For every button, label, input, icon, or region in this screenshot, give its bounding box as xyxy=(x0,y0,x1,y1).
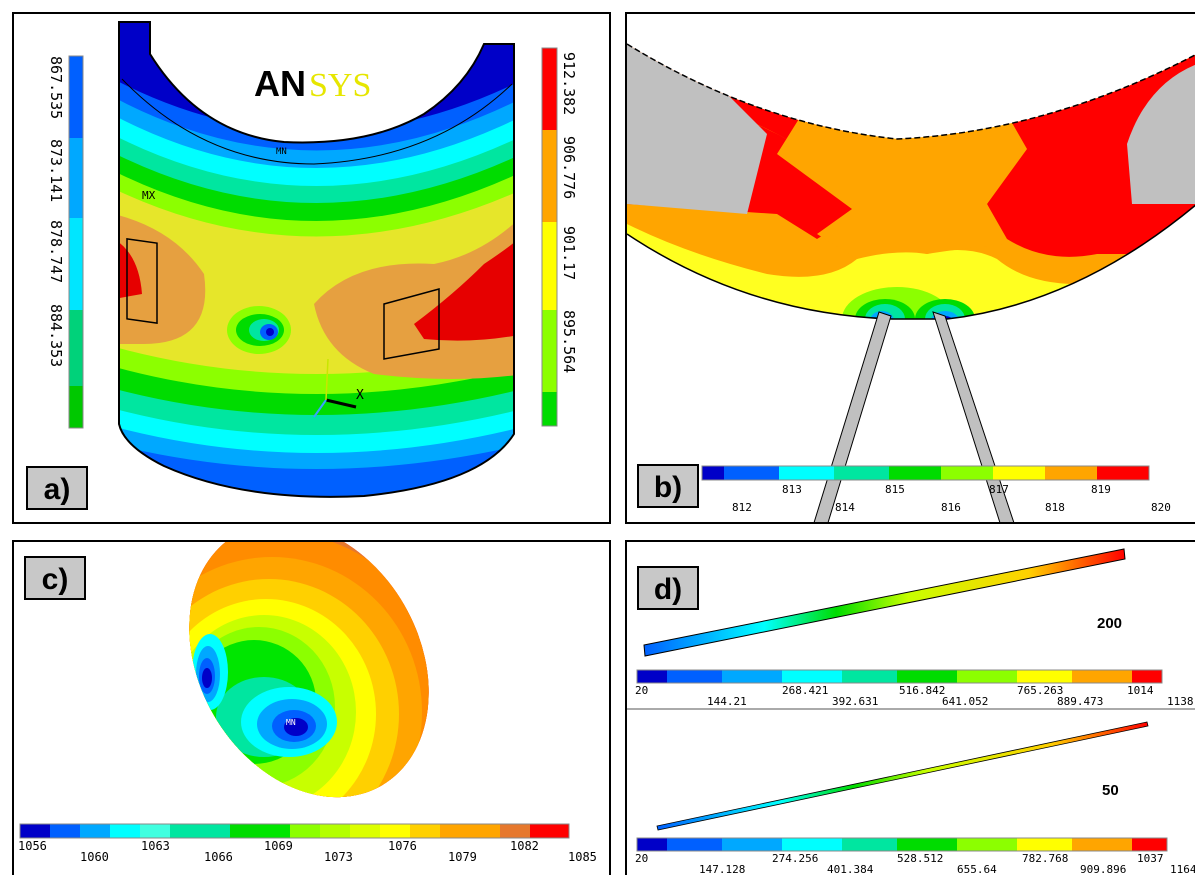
marker-mn: MN xyxy=(286,718,296,727)
upper-scale-label: 20 xyxy=(635,684,648,697)
panel-c-scale-label: 1060 xyxy=(80,850,109,864)
sensor-square-right xyxy=(383,288,440,360)
panel-c-label: c) xyxy=(24,556,86,600)
panel-d-drawing: 200 20 268.421 516.842 765.263 10 xyxy=(627,548,1195,875)
panel-b-scale-label: 820 xyxy=(1151,501,1171,514)
panel-d-label: d) xyxy=(637,566,699,610)
ansys-logo-black: AN xyxy=(254,63,306,104)
panel-a: AN SYS MX MN X 867.535 873.141 878.747 8… xyxy=(12,12,611,524)
upper-scale-label: 641.052 xyxy=(942,695,988,708)
lower-scale-label: 20 xyxy=(635,852,648,865)
panel-b: 813 815 817 819 812 814 816 818 820 b) xyxy=(625,12,1195,524)
panel-c-scale-label: 1079 xyxy=(448,850,477,864)
upper-color-bar xyxy=(636,669,1163,684)
lower-scale-label: 1037 xyxy=(1137,852,1164,865)
left-scale-label: 878.747 xyxy=(47,220,65,283)
panel-a-drawing: AN SYS MX MN X 867.535 873.141 878.747 8… xyxy=(47,21,578,498)
ansys-logo-yellow: SYS xyxy=(309,67,371,104)
upper-scale-label: 1138 xyxy=(1167,695,1194,708)
panel-c-scale-label: 1063 xyxy=(141,839,170,853)
lower-color-bar xyxy=(636,837,1168,852)
panel-c-scale-label: 1082 xyxy=(510,839,539,853)
panel-c-scale-label: 1085 xyxy=(568,850,597,864)
upper-scale-label: 268.421 xyxy=(782,684,828,697)
lower-scale-label: 655.64 xyxy=(957,863,997,875)
upper-case-title: 200 xyxy=(1097,615,1122,632)
panel-c-scale-label: 1056 xyxy=(18,839,47,853)
panel-a-label: a) xyxy=(26,466,88,510)
upper-scale-label: 392.631 xyxy=(832,695,878,708)
right-scale-label: 906.776 xyxy=(560,136,578,199)
sensor-square-left xyxy=(126,238,158,324)
right-scale-label: 901.17 xyxy=(560,226,578,280)
marker-mn: MN xyxy=(276,147,287,157)
lower-scale-label: 274.256 xyxy=(772,852,818,865)
lower-scale-label: 528.512 xyxy=(897,852,943,865)
lower-scale-label: 401.384 xyxy=(827,863,874,875)
panel-b-color-bar xyxy=(701,465,1150,481)
cylinder-contour xyxy=(119,22,514,497)
lower-scale-label: 147.128 xyxy=(699,863,745,875)
axis-x-label: X xyxy=(356,388,364,403)
panel-c-scale-label: 1069 xyxy=(264,839,293,853)
cylinder-outline xyxy=(118,21,515,498)
panel-b-scale-label: 813 xyxy=(782,483,802,496)
upper-scale-label: 765.263 xyxy=(1017,684,1063,697)
upper-scale-label: 144.21 xyxy=(707,695,747,708)
panel-c-scale-label: 1076 xyxy=(388,839,417,853)
coordinate-triad xyxy=(313,358,357,418)
marker-mx: MX xyxy=(142,189,156,202)
left-scale-label: 867.535 xyxy=(47,56,65,119)
panel-c: MN xyxy=(12,540,611,875)
upper-scale-label: 1014 xyxy=(1127,684,1154,697)
beam-upper xyxy=(643,548,1126,657)
left-color-bar xyxy=(68,55,84,429)
bowl-contour xyxy=(627,44,1195,319)
right-scale-label: 912.382 xyxy=(560,52,578,115)
support-legs xyxy=(813,311,1015,522)
upper-scale-label: 516.842 xyxy=(899,684,945,697)
panel-c-color-bar xyxy=(19,823,570,839)
panel-b-scale-label: 818 xyxy=(1045,501,1065,514)
panel-c-scale-label: 1066 xyxy=(204,850,233,864)
panel-c-scale-label: 1073 xyxy=(324,850,353,864)
right-scale-label: 895.564 xyxy=(560,310,578,373)
panel-b-scale-label: 817 xyxy=(989,483,1009,496)
lower-scale-label: 1164 xyxy=(1170,863,1195,875)
lower-scale-label: 909.896 xyxy=(1080,863,1126,875)
panel-b-scale-label: 816 xyxy=(941,501,961,514)
lower-scale-label: 782.768 xyxy=(1022,852,1068,865)
lower-case-title: 50 xyxy=(1102,782,1119,799)
panel-c-drawing: MN xyxy=(18,542,597,864)
left-scale-label: 873.141 xyxy=(47,139,65,202)
panel-b-scale-label: 819 xyxy=(1091,483,1111,496)
beam-lower xyxy=(656,721,1149,831)
panel-b-scale-label: 812 xyxy=(732,501,752,514)
panel-b-label: b) xyxy=(637,464,699,508)
panel-d: 200 20 268.421 516.842 765.263 10 xyxy=(625,540,1195,875)
panel-b-drawing: 813 815 817 819 812 814 816 818 820 xyxy=(627,43,1195,522)
panel-b-scale-label: 814 xyxy=(835,501,855,514)
left-scale-label: 884.353 xyxy=(47,304,65,367)
right-color-bar xyxy=(541,47,558,427)
upper-scale-label: 889.473 xyxy=(1057,695,1103,708)
panel-b-scale-label: 815 xyxy=(885,483,905,496)
